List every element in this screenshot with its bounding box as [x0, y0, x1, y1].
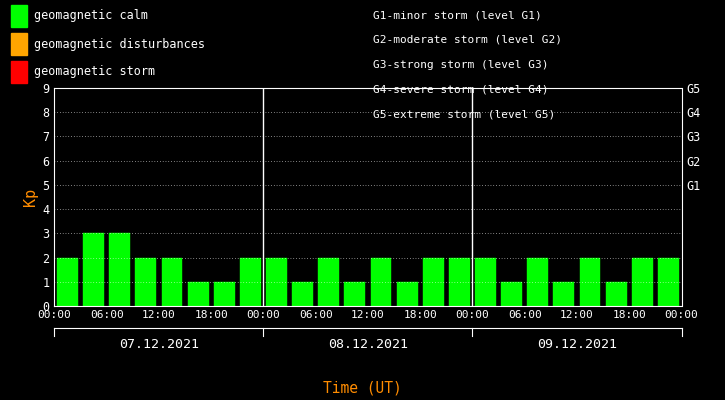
Bar	[240, 258, 261, 306]
Bar	[109, 233, 130, 306]
Y-axis label: Kp: Kp	[23, 188, 38, 206]
Bar	[83, 233, 104, 306]
Text: geomagnetic disturbances: geomagnetic disturbances	[34, 38, 205, 50]
Bar	[266, 258, 287, 306]
Bar	[658, 258, 679, 306]
Bar	[423, 258, 444, 306]
Bar	[397, 282, 418, 306]
Text: G5-extreme storm (level G5): G5-extreme storm (level G5)	[373, 109, 555, 119]
Text: 08.12.2021: 08.12.2021	[328, 338, 408, 351]
Bar	[318, 258, 339, 306]
Bar	[188, 282, 209, 306]
Bar	[214, 282, 235, 306]
Text: G3-strong storm (level G3): G3-strong storm (level G3)	[373, 60, 549, 70]
Bar	[449, 258, 470, 306]
Text: G1-minor storm (level G1): G1-minor storm (level G1)	[373, 10, 542, 20]
Bar	[605, 282, 626, 306]
Bar	[579, 258, 600, 306]
Bar	[136, 258, 157, 306]
Text: 07.12.2021: 07.12.2021	[119, 338, 199, 351]
Text: geomagnetic storm: geomagnetic storm	[34, 66, 155, 78]
Bar	[162, 258, 183, 306]
Bar	[370, 258, 392, 306]
Bar	[632, 258, 653, 306]
Text: G2-moderate storm (level G2): G2-moderate storm (level G2)	[373, 35, 563, 45]
Bar	[475, 258, 496, 306]
Text: G4-severe storm (level G4): G4-severe storm (level G4)	[373, 84, 549, 94]
Bar	[501, 282, 522, 306]
Bar	[527, 258, 548, 306]
Text: Time (UT): Time (UT)	[323, 380, 402, 395]
Text: geomagnetic calm: geomagnetic calm	[34, 10, 148, 22]
Text: 09.12.2021: 09.12.2021	[537, 338, 617, 351]
Bar	[344, 282, 365, 306]
Bar	[57, 258, 78, 306]
Bar	[553, 282, 574, 306]
Bar	[292, 282, 313, 306]
